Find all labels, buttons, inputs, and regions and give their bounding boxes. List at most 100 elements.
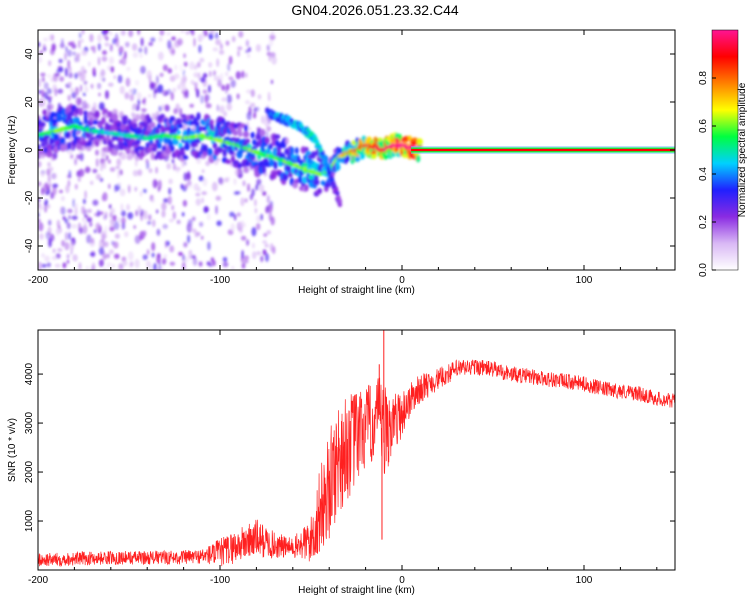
spectrogram-cell xyxy=(64,242,70,251)
spectrogram-cell xyxy=(51,172,57,180)
spectrogram-cell xyxy=(225,71,229,77)
spectrogram-cell xyxy=(212,70,217,77)
spectrogram-cell xyxy=(51,43,56,52)
spectrogram-cell xyxy=(198,44,202,54)
snr-ytick-label: 2000 xyxy=(24,460,35,483)
spectrogram-cell xyxy=(150,37,156,42)
spectrogram-cell xyxy=(68,215,72,220)
spectrogram-cell xyxy=(93,229,98,234)
spectrogram-cell xyxy=(98,242,103,249)
spectrogram-cell xyxy=(134,160,138,167)
spectrogram-cell xyxy=(63,144,68,150)
spectrogram-cell xyxy=(195,192,201,197)
spectrogram-cell xyxy=(48,97,52,104)
spectrogram-cell xyxy=(237,50,240,57)
spectrogram-cell xyxy=(262,240,268,244)
spectrogram-cell xyxy=(264,117,270,127)
spectrogram-cell xyxy=(77,70,83,77)
spectrogram-cell xyxy=(135,139,141,145)
spectrogram-cell xyxy=(201,197,204,204)
spectrogram-cell xyxy=(135,209,138,217)
spectrogram-cell xyxy=(215,195,222,201)
spectrogram-cell xyxy=(181,76,187,82)
spectrogram-cell xyxy=(273,161,278,170)
spectrogram-cell xyxy=(265,253,269,262)
spectrogram-cell xyxy=(272,246,276,255)
spectrogram-cell xyxy=(132,118,138,124)
spectrogram-cell xyxy=(134,258,140,269)
spectrogram-cell xyxy=(238,30,244,38)
spectrogram-cell xyxy=(250,89,255,98)
spectrogram-cell xyxy=(172,87,177,93)
spectrogram-cell xyxy=(255,44,262,53)
spectrogram-cell xyxy=(119,85,125,95)
spectrogram-cell xyxy=(185,30,190,35)
spectrogram-cell xyxy=(182,199,188,207)
spectrogram-xlabel: Height of straight line (km) xyxy=(298,285,415,296)
spectrogram-cell xyxy=(119,169,123,176)
spectrogram-cell xyxy=(257,94,262,100)
spectrogram-cell xyxy=(214,161,219,166)
spectrogram-cell xyxy=(48,219,52,226)
spectrogram-cell xyxy=(109,226,115,232)
snr-series-line xyxy=(38,359,675,568)
spectrogram-cell xyxy=(120,203,124,212)
spectrogram-cell xyxy=(99,211,104,216)
spectrogram-cell xyxy=(177,38,183,46)
spectrogram-cell xyxy=(183,242,188,248)
spectrogram-cell xyxy=(114,253,120,259)
spectrogram-cell xyxy=(253,112,257,119)
spectrogram-ytick-label: 20 xyxy=(24,96,35,108)
spectrogram-cell xyxy=(202,144,209,152)
spectrogram-cell xyxy=(94,110,100,119)
spectrogram-cell xyxy=(68,72,73,79)
spectrogram-cell xyxy=(189,61,195,70)
spectrogram-cell xyxy=(237,46,243,51)
spectrogram-cell xyxy=(108,82,114,87)
spectrogram-cell xyxy=(65,232,68,241)
spectrogram-cell xyxy=(345,155,350,162)
spectrogram-cell xyxy=(151,197,155,203)
spectrogram-cell xyxy=(127,251,134,261)
spectrogram-cell xyxy=(326,166,331,172)
spectrogram-cell xyxy=(96,209,100,217)
snr-ytick-label: 4000 xyxy=(24,363,35,386)
spectrogram-cell xyxy=(108,204,112,210)
spectrogram-cell xyxy=(49,166,54,172)
spectrogram-cell xyxy=(121,222,126,230)
spectrogram-cell xyxy=(236,93,240,100)
spectrogram-cell xyxy=(72,198,75,208)
spectrogram-cell xyxy=(271,139,277,147)
spectrogram-cell xyxy=(92,45,96,54)
spectrogram-cell xyxy=(97,56,101,66)
spectrogram-cell xyxy=(79,152,84,162)
spectrogram-cell xyxy=(105,122,109,128)
spectrogram-cell xyxy=(52,186,57,196)
spectrogram-cell xyxy=(112,264,115,268)
spectrogram-cell xyxy=(241,262,246,269)
spectrogram-cell xyxy=(183,183,189,189)
spectrogram-cell xyxy=(184,93,188,99)
spectrogram-cell xyxy=(168,178,173,185)
spectrogram-ytick-label: 0 xyxy=(24,147,35,153)
spectrogram-cell xyxy=(86,209,92,213)
spectrogram-cell xyxy=(67,59,71,69)
spectrogram-cell xyxy=(200,76,206,83)
spectrogram-cell xyxy=(173,73,180,80)
spectrogram-cell xyxy=(271,56,277,65)
spectrogram-cell xyxy=(78,262,82,270)
spectrogram-cell xyxy=(207,148,213,157)
spectrogram-cell xyxy=(213,75,218,81)
spectrogram-cell xyxy=(327,170,332,176)
spectrogram-cell xyxy=(225,40,230,46)
spectrogram-cell xyxy=(205,103,212,109)
spectrogram-cell xyxy=(119,137,124,143)
spectrogram-cell xyxy=(139,234,143,241)
spectrogram-cell xyxy=(74,158,77,166)
spectrogram-cell xyxy=(260,213,263,221)
spectrogram-cell xyxy=(215,205,218,215)
spectrogram-cell xyxy=(246,111,252,121)
spectrogram-cell xyxy=(259,184,265,193)
spectrogram-cell xyxy=(190,79,195,85)
